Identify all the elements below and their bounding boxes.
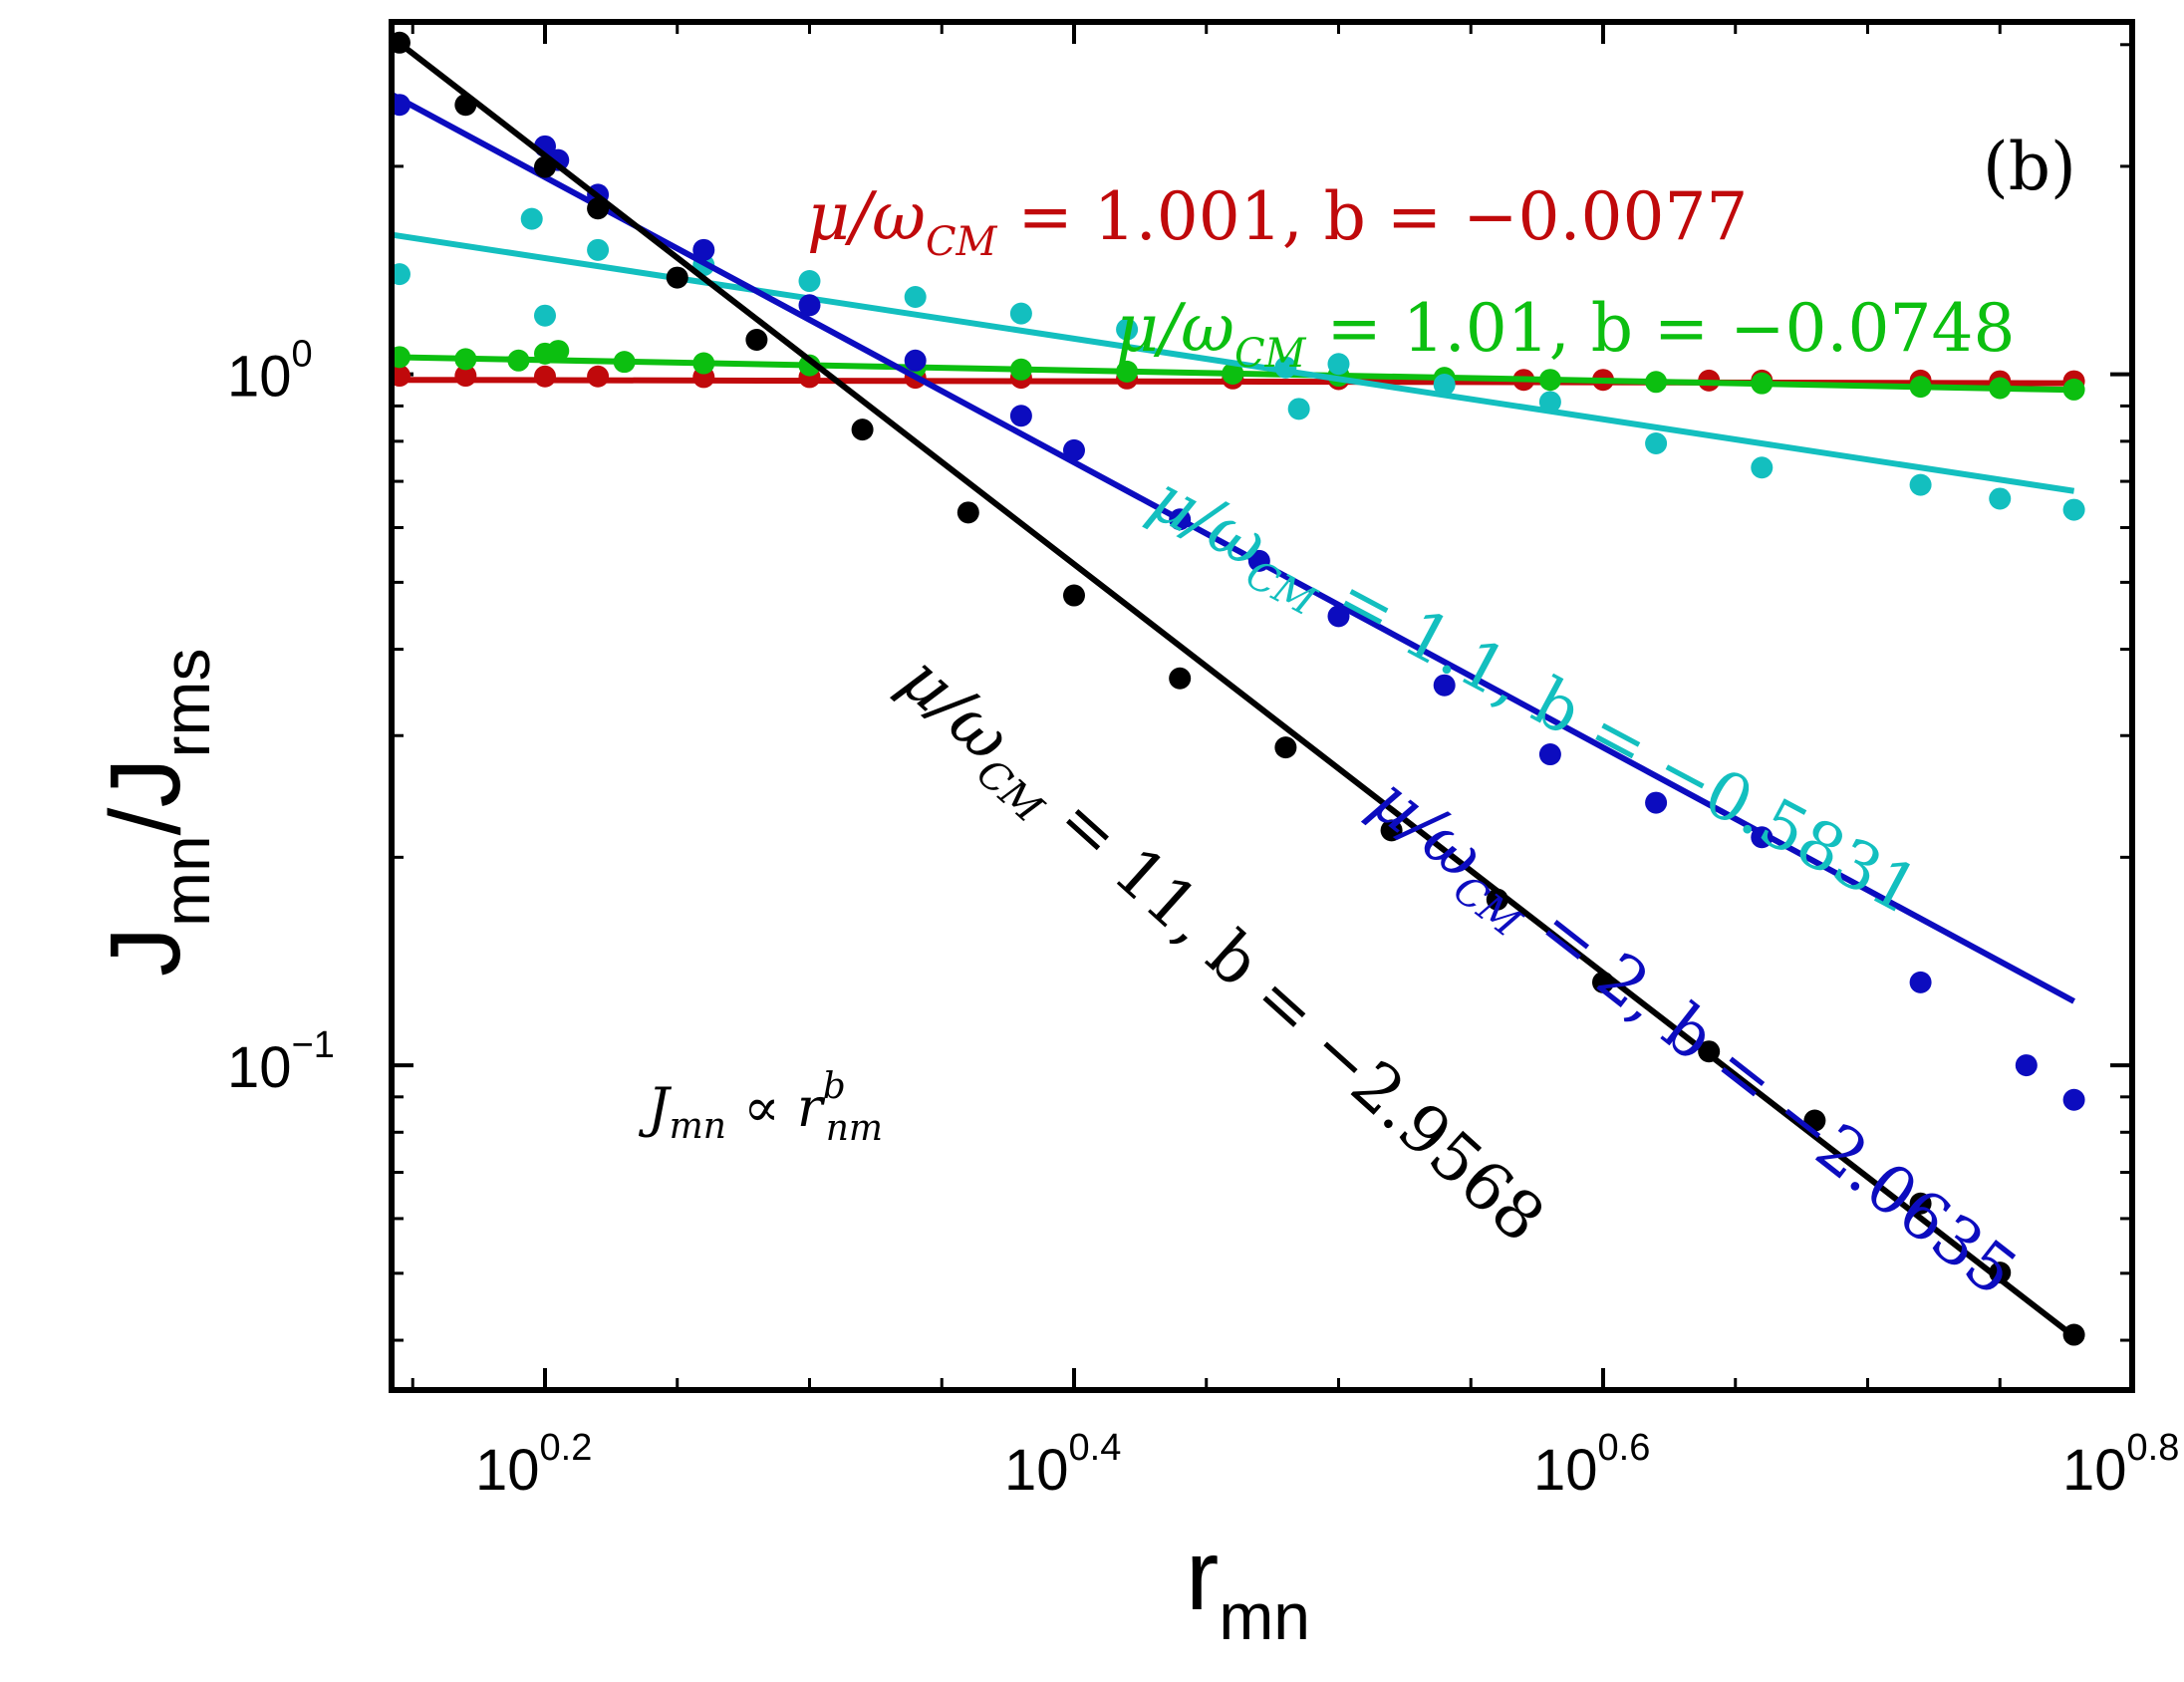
panel-label: (b) — [1983, 129, 2076, 205]
x-tick-label: 100.2 — [475, 1427, 592, 1503]
data-point — [1116, 360, 1139, 383]
y-tick-label: 10−1 — [227, 1024, 335, 1100]
data-point — [454, 365, 477, 388]
data-point — [1274, 356, 1297, 379]
data-point — [1989, 487, 2012, 510]
label-series-11-black: μ/ωCM = 11, b = −2.9568 — [880, 641, 1559, 1264]
fit-line — [390, 92, 2076, 1004]
data-point — [2062, 1088, 2085, 1111]
data-point — [1486, 888, 1508, 911]
data-point — [1380, 819, 1403, 842]
fit-line — [390, 34, 2076, 1339]
data-point — [1909, 473, 1932, 496]
data-point — [1591, 971, 1614, 993]
data-point — [1009, 302, 1032, 325]
data-point — [666, 266, 688, 289]
x-tick-label: 100.8 — [2062, 1427, 2179, 1503]
data-point — [798, 354, 821, 377]
data-point — [798, 270, 821, 293]
data-point — [587, 365, 610, 388]
data-point — [956, 501, 979, 524]
y-axis-title: Jmn/Jrms — [90, 649, 223, 977]
data-point — [1698, 1040, 1721, 1063]
data-point — [1327, 605, 1350, 628]
data-point — [520, 207, 543, 230]
label-series-1001: μ/ωCM = 1.001, b = −0.0077 — [807, 178, 1748, 265]
data-point — [547, 340, 570, 363]
data-point — [507, 349, 530, 372]
x-tick-labels: 100.2 100.4 100.6 100.8 — [475, 1427, 2179, 1503]
data-point — [1247, 549, 1270, 572]
series-1 — [388, 340, 2085, 401]
relation-formula: Jmn ∝ rb nm — [638, 1066, 883, 1149]
data-point — [1751, 826, 1774, 849]
x-tick-label: 100.6 — [1533, 1427, 1650, 1503]
data-point — [1909, 376, 1932, 399]
series-4 — [388, 31, 2085, 1346]
data-point — [1433, 374, 1456, 397]
data-point — [1909, 971, 1932, 993]
data-point — [1274, 736, 1297, 759]
data-point — [1538, 369, 1561, 392]
data-point — [1751, 456, 1774, 479]
label-series-2: μ/ωCM = 2, b = −2.0635 — [1351, 761, 2031, 1319]
data-point — [904, 285, 927, 308]
y-tick-label: 100 — [227, 334, 313, 410]
data-point — [1062, 438, 1085, 461]
data-point — [1169, 508, 1192, 531]
data-point — [587, 238, 610, 261]
data-point — [454, 348, 477, 371]
data-point — [1645, 791, 1668, 814]
data-point — [745, 328, 768, 351]
data-point — [1645, 431, 1668, 454]
data-point — [1538, 743, 1561, 766]
data-point — [798, 294, 821, 317]
data-point — [1116, 318, 1139, 341]
data-point — [1538, 391, 1561, 414]
data-point — [1009, 405, 1032, 427]
data-point — [454, 94, 477, 117]
data-point — [533, 155, 556, 178]
data-point — [1062, 584, 1085, 607]
data-point — [692, 352, 715, 375]
data-point — [587, 197, 610, 220]
data-point — [2062, 1323, 2085, 1346]
data-point — [1169, 667, 1192, 690]
data-point — [692, 238, 715, 261]
data-point — [1909, 1192, 1932, 1215]
label-series-101: μ/ωCM = 1.01, b = −0.0748 — [1116, 290, 2015, 377]
data-point — [1645, 371, 1668, 394]
data-point — [2015, 1054, 2038, 1077]
data-point — [851, 419, 874, 441]
data-point — [1989, 1262, 2012, 1284]
data-point — [1009, 358, 1032, 381]
data-point — [1989, 377, 2012, 400]
x-tick-label: 100.4 — [1004, 1427, 1121, 1503]
series-layer — [388, 31, 2085, 1346]
data-point — [1287, 398, 1310, 420]
data-point — [613, 351, 636, 374]
data-point — [1751, 372, 1774, 395]
data-point — [533, 365, 556, 388]
plot-frame — [389, 19, 2135, 1393]
data-point — [2062, 498, 2085, 521]
data-point — [1803, 1109, 1826, 1132]
data-point — [1433, 674, 1456, 697]
data-point — [2062, 378, 2085, 401]
x-axis-title: rmn — [1186, 1520, 1310, 1653]
series-3 — [388, 92, 2085, 1111]
data-point — [904, 349, 927, 372]
data-point — [1327, 353, 1350, 376]
data-point — [1222, 362, 1244, 385]
data-point — [533, 304, 556, 327]
y-tick-labels: 100 10−1 — [227, 334, 335, 1100]
